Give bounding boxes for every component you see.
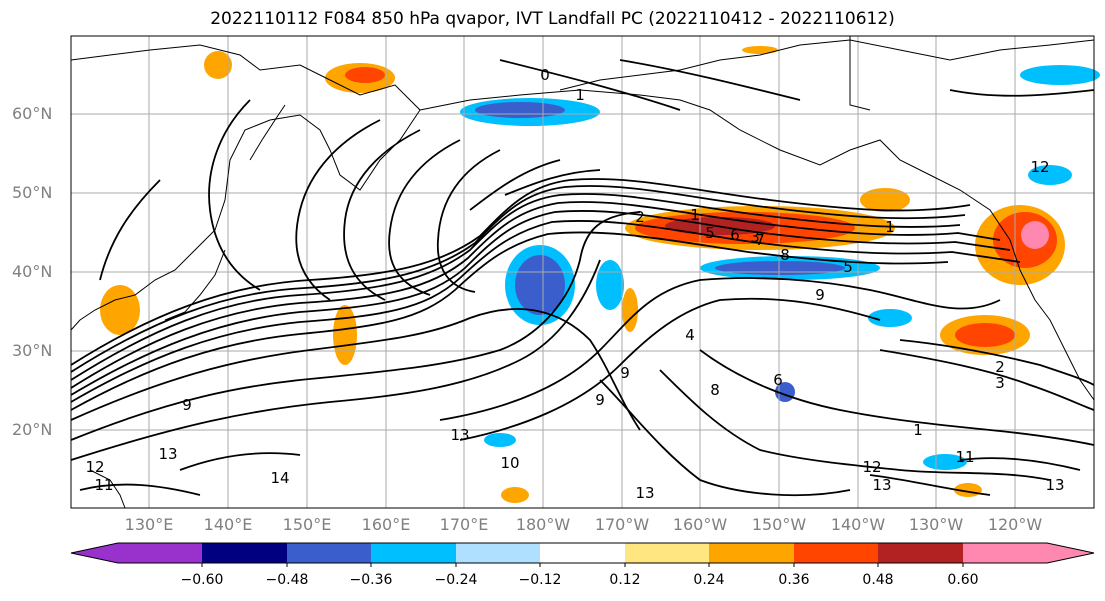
negative-patch — [868, 309, 912, 327]
contour-label: 11 — [955, 448, 974, 466]
contour-label: 13 — [158, 445, 177, 463]
map-frame — [70, 35, 1095, 509]
contour-label: 9 — [182, 396, 192, 414]
contour-label: 7 — [755, 231, 765, 249]
contour-label: 12 — [85, 458, 104, 476]
colorbar-tick-label: −0.48 — [265, 572, 309, 588]
kamchatka-positive-anomaly — [204, 51, 232, 79]
lon-label-140w: 140°W — [830, 515, 886, 534]
lon-label-150e: 150°E — [282, 515, 332, 534]
chart-title: 2022110112 F084 850 hPa qvapor, IVT Land… — [210, 9, 895, 29]
contour-label: 6 — [773, 371, 783, 389]
lat-label-30n: 30°N — [12, 341, 53, 360]
lon-label-130e: 130°E — [124, 515, 174, 534]
colorbar-tick-label: 0.48 — [862, 572, 894, 588]
contour-label: 3 — [750, 228, 760, 246]
alaska-negative-core — [475, 102, 565, 118]
contour-label: 4 — [685, 326, 695, 344]
graticule — [71, 36, 1094, 508]
dateline-negative-core — [515, 255, 565, 315]
contour-label: 14 — [270, 469, 289, 487]
lon-label-160e: 160°E — [361, 515, 411, 534]
contour-label: 1 — [575, 86, 585, 104]
offshore-positive-core — [955, 323, 1015, 347]
tropic-negative-patch — [484, 433, 516, 447]
colorbar-tick-label: 0.24 — [693, 572, 725, 588]
contour-label: 5 — [843, 258, 853, 276]
contour-label: 1 — [885, 218, 895, 236]
lon-label-160w: 160°W — [672, 515, 728, 534]
contour-label: 12 — [862, 458, 881, 476]
contour-label: 13 — [1045, 476, 1064, 494]
lon-label-170w: 170°W — [594, 515, 650, 534]
contour-label: 0 — [540, 66, 550, 84]
lon-label-180w: 180°W — [515, 515, 571, 534]
canada-negative-anomaly — [1020, 65, 1100, 85]
negative-anomaly-small — [596, 260, 624, 310]
colorbar-tick-label: −0.12 — [518, 572, 562, 588]
positive-streak-2 — [622, 288, 638, 332]
contour-label: 9 — [815, 286, 825, 304]
contour-label: 3 — [995, 374, 1005, 392]
lon-label-150w: 150°W — [751, 515, 807, 534]
colorbar-tick-label: −0.24 — [434, 572, 478, 588]
contour-label: 1 — [690, 206, 700, 224]
westcoast-positive-peak — [1021, 221, 1049, 249]
colorbar-tick-label: 0.36 — [778, 572, 810, 588]
arctic-positive-patch — [742, 46, 778, 54]
colorbar-tick-label: −0.36 — [349, 572, 393, 588]
contour-label: 11 — [94, 476, 113, 494]
lat-label-60n: 60°N — [12, 104, 53, 123]
contour-label: 13 — [872, 476, 891, 494]
bc-negative-patch — [1028, 165, 1072, 185]
lat-label-20n: 20°N — [12, 420, 53, 439]
positive-streak — [333, 305, 357, 365]
contour-label: 12 — [1030, 158, 1049, 176]
lon-label-170e: 170°E — [439, 515, 489, 534]
contour-label: 2 — [995, 358, 1005, 376]
negative-patch-south — [923, 454, 967, 470]
contour-label: 2 — [635, 208, 645, 226]
lon-label-120w: 120°W — [987, 515, 1043, 534]
lat-label-40n: 40°N — [12, 262, 53, 281]
contour-label: 9 — [620, 364, 630, 382]
coastlines — [70, 36, 1095, 509]
contour-label: 8 — [710, 381, 720, 399]
bering-positive-core — [345, 67, 385, 83]
lon-label-140e: 140°E — [203, 515, 253, 534]
lat-label-50n: 50°N — [12, 183, 53, 202]
contour-label: 9 — [595, 391, 605, 409]
colorbar-tick-label: 0.60 — [947, 572, 979, 588]
contour-label: 13 — [450, 426, 469, 444]
colorbar-tick-label: −0.60 — [180, 572, 224, 588]
contour-label: 5 — [705, 224, 715, 242]
contour-label: 6 — [730, 226, 740, 244]
contour-label: 10 — [500, 454, 519, 472]
japan-positive-anomaly — [100, 285, 140, 335]
contour-label: 8 — [780, 246, 790, 264]
ivt-contours — [70, 59, 1095, 497]
lon-label-130w: 130°W — [908, 515, 964, 534]
contour-label: 1 — [913, 421, 923, 439]
colorbar-tick-label: 0.12 — [609, 572, 641, 588]
gulf-positive-anomaly — [860, 188, 910, 212]
positive-patch-south-2 — [501, 487, 529, 503]
contour-label: 13 — [635, 484, 654, 502]
